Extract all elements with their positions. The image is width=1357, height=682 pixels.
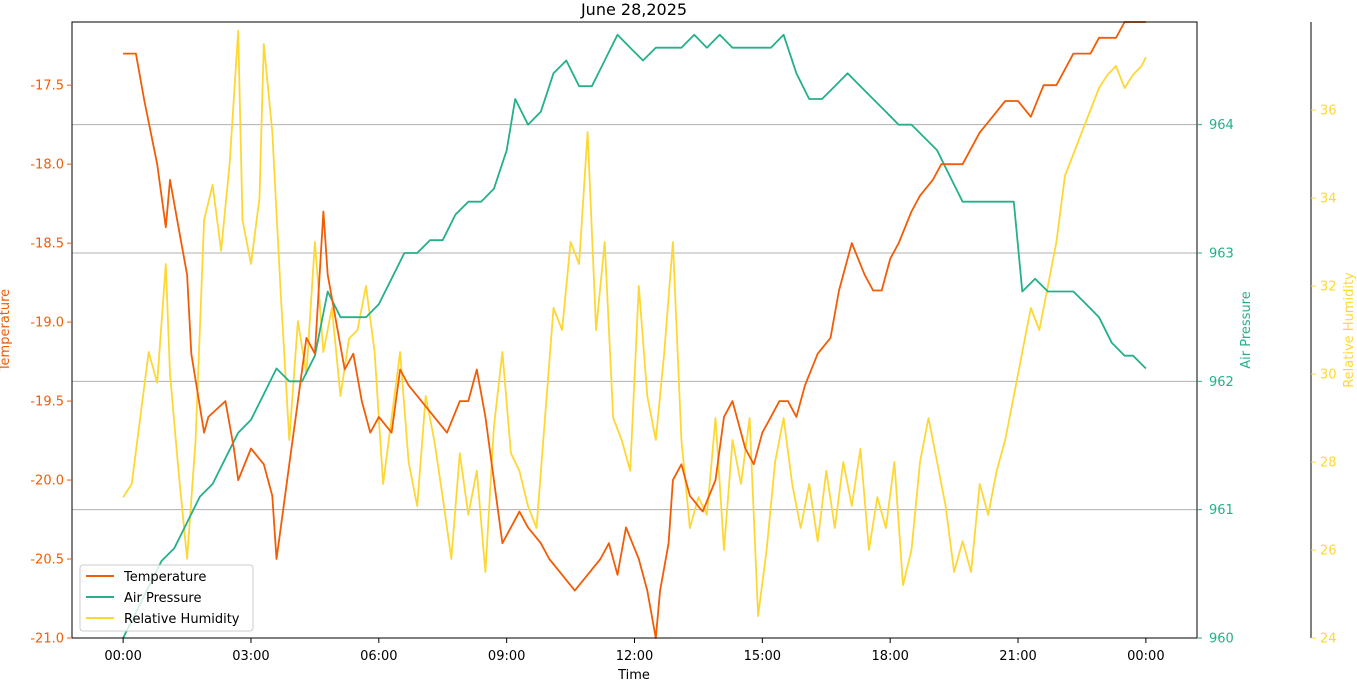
x-tick-label: 00:00 — [1127, 649, 1164, 664]
legend-label-humidity: Relative Humidity — [124, 612, 240, 627]
x-tick-label: 09:00 — [488, 649, 525, 664]
temperature-axis-title: Temperature — [0, 289, 13, 372]
x-tick-label: 06:00 — [360, 649, 397, 664]
pressure-axis-title: Air Pressure — [1239, 291, 1254, 369]
x-tick-label: 12:00 — [616, 649, 653, 664]
humidity-axis-title: Relative Humidity — [1342, 272, 1357, 388]
humidity-tick-label: 26 — [1320, 544, 1337, 559]
chart-title: June 28,2025 — [580, 0, 687, 19]
temperature-tick-label: -19.0 — [30, 316, 64, 331]
pressure-tick-label: 963 — [1209, 247, 1234, 262]
series-layer — [123, 22, 1146, 638]
series-line-humidity — [123, 31, 1146, 616]
x-tick-label: 03:00 — [232, 649, 269, 664]
pressure-tick-label: 964 — [1209, 118, 1234, 133]
x-tick-label: 21:00 — [999, 649, 1036, 664]
humidity-tick-label: 36 — [1320, 104, 1337, 119]
legend: Temperature Air Pressure Relative Humidity — [80, 565, 253, 631]
temperature-tick-label: -18.5 — [30, 237, 64, 252]
temperature-tick-label: -20.0 — [30, 474, 64, 489]
temperature-tick-label: -20.5 — [30, 553, 64, 568]
pressure-tick-label: 962 — [1209, 375, 1234, 390]
x-tick-label: 18:00 — [871, 649, 908, 664]
humidity-tick-label: 24 — [1320, 632, 1337, 647]
temperature-tick-label: -21.0 — [30, 632, 64, 647]
x-tick-label: 15:00 — [744, 649, 781, 664]
legend-label-temperature: Temperature — [123, 570, 206, 585]
x-axis-title: Time — [617, 668, 650, 682]
temperature-tick-label: -18.0 — [30, 158, 64, 173]
x-tick-label: 00:00 — [104, 649, 141, 664]
temperature-tick-label: -19.5 — [30, 395, 64, 410]
humidity-tick-label: 30 — [1320, 368, 1337, 383]
temperature-tick-label: -17.5 — [30, 79, 64, 94]
humidity-tick-label: 32 — [1320, 280, 1337, 295]
legend-label-pressure: Air Pressure — [124, 591, 202, 606]
humidity-tick-label: 34 — [1320, 192, 1337, 207]
series-line-temperature — [123, 22, 1146, 638]
pressure-tick-label: 961 — [1209, 503, 1234, 518]
humidity-tick-label: 28 — [1320, 456, 1337, 471]
pressure-tick-label: 960 — [1209, 632, 1234, 647]
